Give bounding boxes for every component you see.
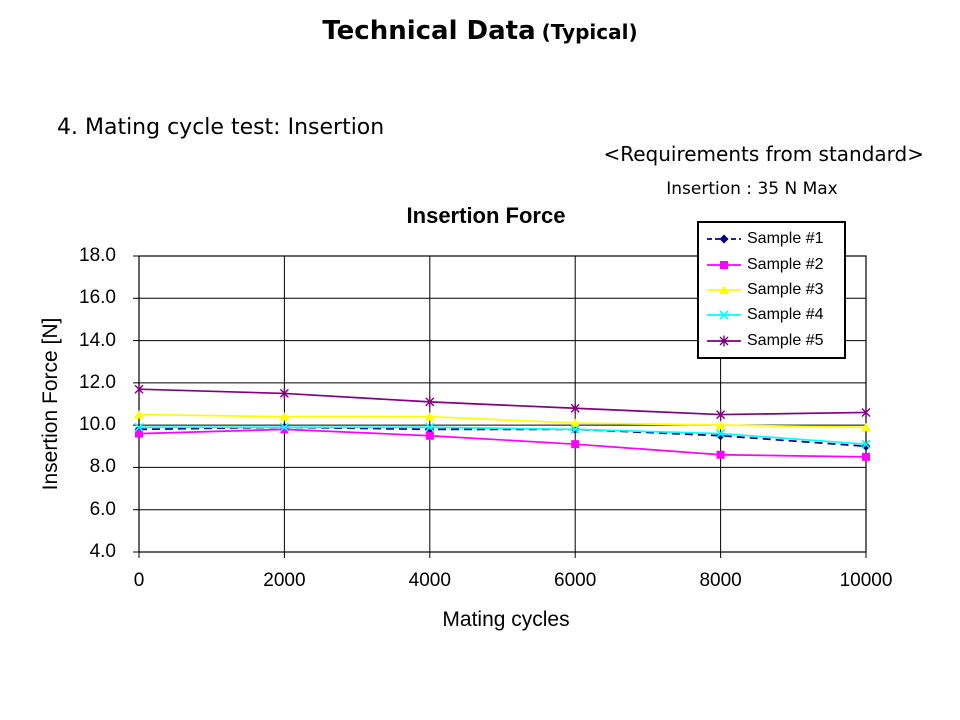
data-point-marker-sample-4: [716, 429, 726, 439]
y-axis-tick-label: 4.0: [89, 541, 116, 562]
series-line-sample-5: [138, 388, 867, 416]
data-point-marker-sample-5: [134, 383, 144, 395]
legend-marker-glyph: [719, 234, 729, 244]
legend-item-sample-5: Sample #5: [706, 332, 844, 350]
chart-legend: Sample #1 Sample #2 Sample #3 Sample #4 Samp…: [697, 221, 846, 359]
data-point-marker-sample-3: [134, 410, 144, 419]
legend-marker-glyph: [719, 285, 729, 294]
legend-marker-glyph: [720, 260, 728, 269]
legend-marker-icon-sample-1: [707, 234, 741, 244]
data-point-marker-sample-4: [134, 422, 144, 432]
y-axis-tick-label: 14.0: [79, 329, 116, 351]
y-axis-tick-label: 10.0: [79, 414, 116, 436]
x-axis-tick-label: 10000: [839, 570, 893, 591]
legend-item-sample-2: Sample #2: [706, 256, 844, 274]
data-point-marker-sample-3: [570, 418, 581, 428]
legend-marker-glyph: [719, 335, 729, 347]
data-point-marker-sample-4: [570, 424, 580, 434]
series-line-sample-3: [138, 413, 867, 429]
data-point-marker-sample-2: [571, 440, 580, 449]
data-point-marker-sample-3: [424, 412, 435, 421]
requirements-value: Insertion : 35 N Max: [666, 179, 838, 199]
legend-marker-icon-sample-5: [707, 335, 741, 347]
page-title-suffix: (Typical): [541, 20, 638, 44]
legend-label: Sample #1: [747, 230, 824, 248]
series-line-sample-4: [139, 426, 867, 446]
x-axis-tick-label: 2000: [263, 570, 306, 591]
x-axis-tick-label: 8000: [699, 570, 742, 591]
y-axis-tick-label: 16.0: [79, 287, 116, 309]
legend-item-sample-4: Sample #4: [706, 306, 844, 324]
legend-item-sample-3: Sample #3: [706, 281, 844, 299]
page-title-main: Technical Data: [322, 16, 536, 46]
legend-label: Sample #3: [747, 280, 824, 298]
data-point-marker-sample-5: [716, 409, 726, 421]
data-point-marker-sample-2: [716, 450, 725, 459]
data-point-marker-sample-5: [425, 396, 435, 408]
data-point-marker-sample-2: [862, 452, 870, 461]
plot-area-border: [138, 255, 867, 553]
legend-marker-icon-sample-2: [707, 260, 741, 269]
data-point-marker-sample-5: [861, 406, 871, 418]
x-axis-title: Mating cycles: [442, 608, 570, 631]
data-point-marker-sample-5: [279, 387, 289, 399]
page-title: Technical Data (Typical): [0, 16, 960, 46]
x-axis-tick-label: 6000: [554, 570, 597, 591]
legend-item-sample-1: Sample #1: [706, 230, 844, 248]
y-axis-tick-label: 8.0: [89, 456, 116, 478]
data-point-marker-sample-3: [279, 412, 290, 421]
chart-title: Insertion Force: [406, 203, 566, 228]
x-axis-tick-label: 0: [133, 570, 145, 591]
legend-marker-icon-sample-3: [707, 285, 741, 294]
data-point-marker-sample-2: [425, 431, 434, 440]
legend-marker-icon-sample-4: [707, 310, 741, 320]
y-axis-tick-label: 18.0: [79, 245, 116, 266]
legend-label: Sample #2: [747, 255, 824, 273]
data-point-marker-sample-2: [135, 429, 143, 438]
data-point-marker-sample-4: [425, 422, 435, 432]
data-point-marker-sample-4: [861, 439, 871, 449]
section-heading: 4. Mating cycle test: Insertion: [57, 115, 385, 140]
y-axis-tick-label: 6.0: [89, 498, 116, 520]
x-axis-tick-label: 4000: [408, 570, 451, 591]
series-line-sample-2: [138, 428, 867, 458]
data-point-marker-sample-3: [715, 420, 726, 430]
legend-label: Sample #4: [747, 306, 824, 324]
y-axis-tick-label: 12.0: [79, 371, 116, 393]
data-point-marker-sample-4: [279, 422, 289, 432]
data-point-marker-sample-3: [861, 422, 871, 432]
legend-label: Sample #5: [747, 331, 824, 349]
data-point-marker-sample-5: [570, 402, 580, 414]
legend-marker-glyph: [719, 310, 729, 320]
data-point-marker-sample-2: [280, 425, 289, 434]
requirements-header: <Requirements from standard>: [603, 142, 924, 166]
